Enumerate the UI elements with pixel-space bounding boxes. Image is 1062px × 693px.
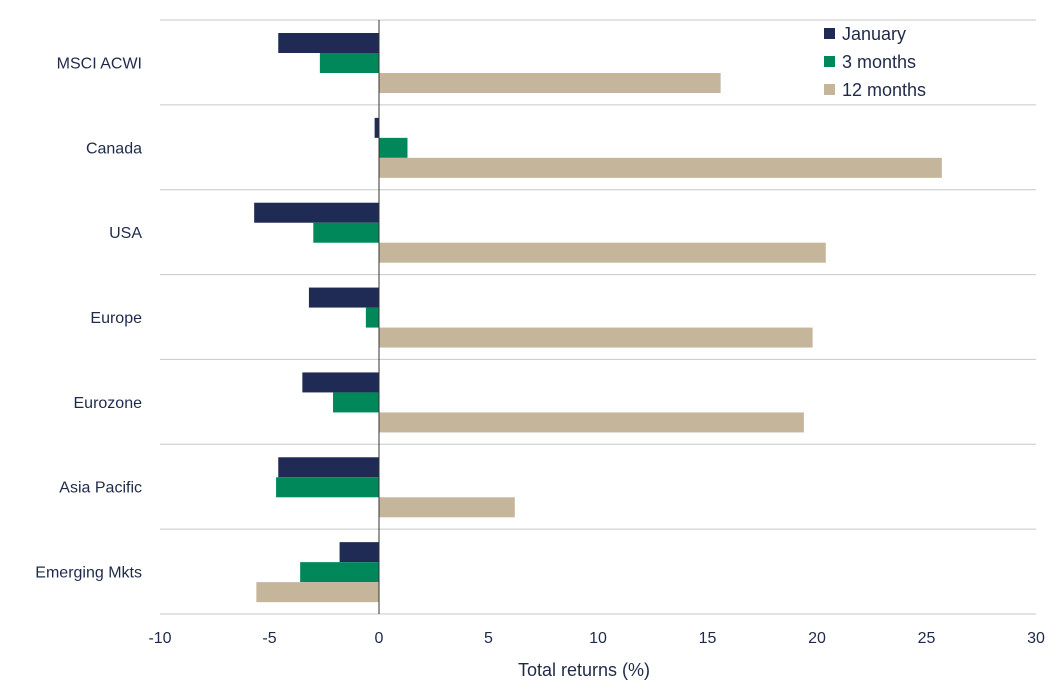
bar-january <box>308 287 379 308</box>
x-tick-label: -10 <box>148 630 171 647</box>
legend-label-january: January <box>842 24 906 44</box>
category-label: USA <box>109 225 142 242</box>
bar-3-months <box>333 392 379 413</box>
bar-12-months <box>379 412 804 433</box>
bars-group <box>254 33 942 603</box>
x-tick-label: 15 <box>699 630 717 647</box>
x-axis-title: Total returns (%) <box>518 660 650 680</box>
category-label: Asia Pacific <box>59 480 142 497</box>
legend-label-12-months: 12 months <box>842 80 926 100</box>
bar-january <box>339 542 379 563</box>
x-tick-label: 30 <box>1027 630 1045 647</box>
bar-3-months <box>379 137 408 158</box>
x-tick-label: -5 <box>262 630 276 647</box>
x-tick-label: 25 <box>918 630 936 647</box>
bar-january <box>278 33 379 53</box>
bar-12-months <box>379 327 813 348</box>
x-tick-labels: -10 -5 0 5 10 15 20 25 30 <box>148 630 1045 647</box>
bar-12-months <box>379 157 942 178</box>
bar-3-months <box>313 222 379 243</box>
bar-3-months <box>319 53 379 73</box>
bar-12-months <box>379 497 515 518</box>
legend: January 3 months 12 months <box>824 24 926 100</box>
bar-12-months <box>256 582 379 603</box>
bar-january <box>302 372 379 393</box>
category-separators <box>160 19 1036 615</box>
legend-swatch-3-months <box>824 56 835 67</box>
legend-label-3-months: 3 months <box>842 52 916 72</box>
bar-january <box>374 117 379 138</box>
x-tick-label: 20 <box>808 630 826 647</box>
legend-swatch-january <box>824 28 835 39</box>
category-label: MSCI ACWI <box>57 55 142 72</box>
x-tick-label: 0 <box>375 630 384 647</box>
x-tick-label: 10 <box>589 630 607 647</box>
legend-swatch-12-months <box>824 84 835 95</box>
category-label: Canada <box>86 140 142 157</box>
category-labels: MSCI ACWI Canada USA Europe Eurozone Asia Pac… <box>35 55 142 581</box>
bar-january <box>278 457 379 478</box>
bar-january <box>254 202 379 223</box>
bar-3-months <box>365 307 379 328</box>
bar-12-months <box>379 242 826 263</box>
bar-12-months <box>379 73 721 93</box>
bar-3-months <box>276 477 379 498</box>
category-label: Eurozone <box>74 395 143 412</box>
x-tick-label: 5 <box>484 630 493 647</box>
bar-3-months <box>300 562 379 583</box>
category-label: Europe <box>90 310 142 327</box>
category-label: Emerging Mkts <box>35 565 142 582</box>
